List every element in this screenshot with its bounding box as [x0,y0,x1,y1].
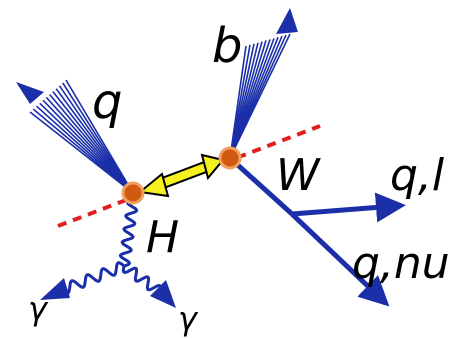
label: γ [28,290,49,328]
diagram: b q W q,l H q,nu γ γ [0,0,474,338]
label: W [276,150,321,201]
photon [62,263,124,293]
photon [123,266,160,292]
photon [120,200,136,266]
label: q,l [390,150,445,201]
label: γ [178,300,199,338]
ql-arrow [292,207,382,214]
w-vertex [220,148,240,168]
jets [16,8,298,193]
label: q,nu [352,238,450,289]
jet-arrow [16,82,44,104]
h-vertex [123,183,143,203]
photon-arrow [150,280,176,308]
label: q [92,74,122,130]
jet-arrow [276,8,298,34]
higgs-w-arrow [140,155,223,196]
label: H [146,212,179,263]
label: b [212,18,242,74]
